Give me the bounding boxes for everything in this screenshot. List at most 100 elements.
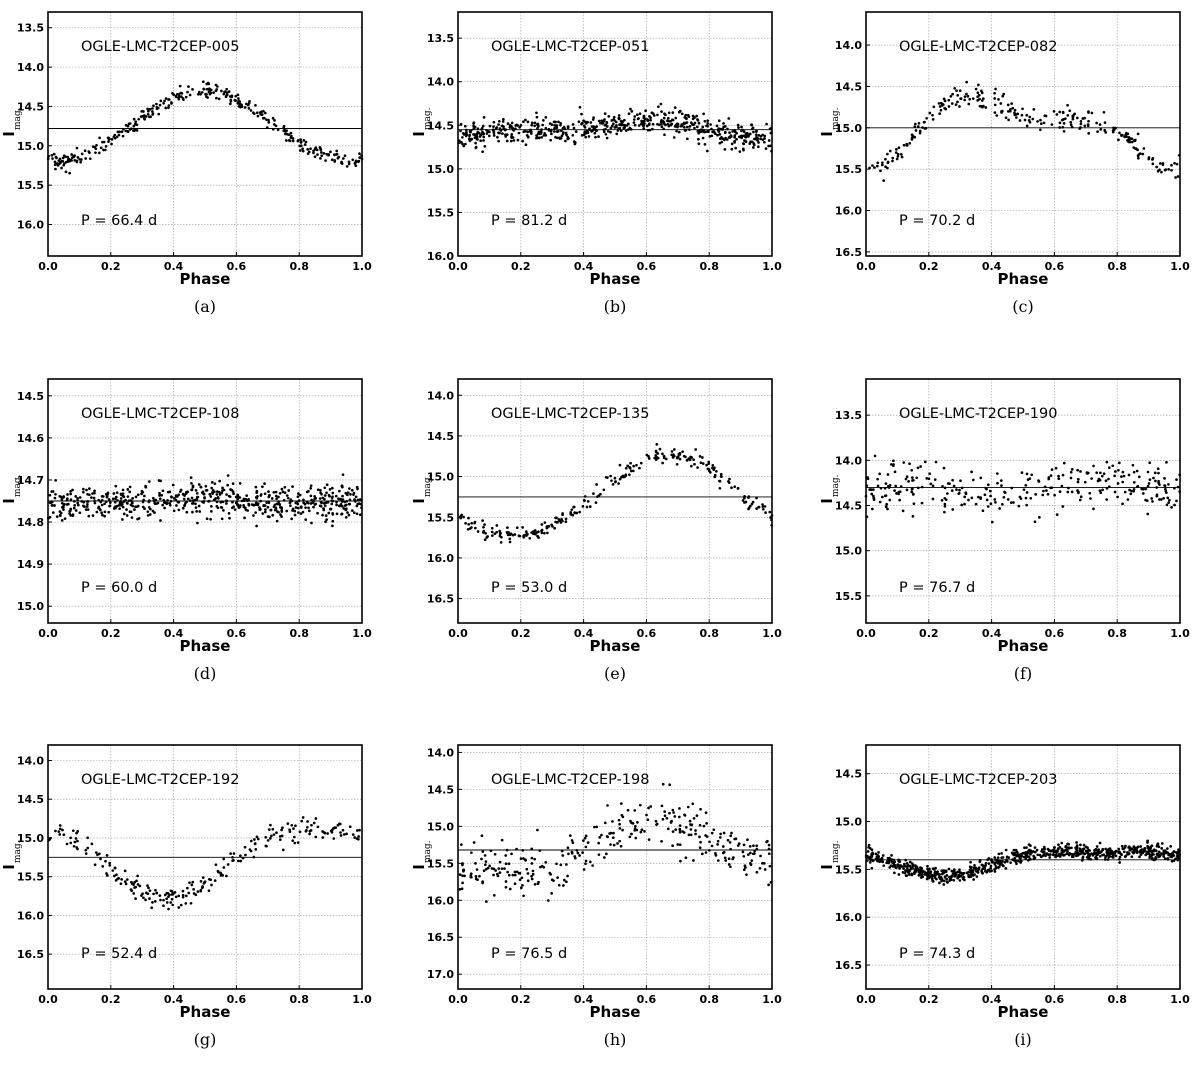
data-point: [698, 846, 702, 850]
data-point: [544, 116, 548, 119]
data-point: [615, 124, 618, 127]
data-point: [225, 502, 228, 505]
data-point: [702, 112, 705, 116]
data-point: [517, 131, 521, 135]
data-point: [206, 96, 209, 99]
data-point: [743, 864, 747, 868]
data-point: [271, 827, 275, 831]
data-point: [910, 468, 914, 472]
data-point: [309, 147, 312, 151]
data-point: [331, 512, 334, 515]
data-point: [497, 119, 501, 123]
data-point: [1012, 859, 1016, 862]
data-point: [1040, 849, 1044, 853]
data-point: [1145, 852, 1149, 856]
data-point: [241, 856, 245, 860]
data-point: [498, 529, 502, 533]
data-point: [697, 121, 701, 125]
data-point: [931, 867, 935, 870]
data-point: [698, 128, 702, 132]
data-point: [603, 821, 607, 825]
data-point: [1076, 854, 1080, 857]
data-point: [945, 492, 949, 495]
data-point: [643, 117, 647, 121]
data-point: [649, 118, 652, 122]
data-point: [229, 488, 232, 491]
data-point: [280, 487, 284, 491]
data-point: [697, 142, 701, 146]
data-point: [244, 508, 248, 512]
data-point: [910, 133, 914, 137]
panel-caption: (i): [1014, 1030, 1032, 1049]
data-point: [142, 115, 145, 119]
data-point: [225, 493, 228, 496]
data-point: [119, 504, 123, 507]
data-point: [1046, 847, 1050, 851]
data-point: [1082, 847, 1086, 851]
data-point: [990, 860, 994, 863]
data-point: [595, 129, 599, 132]
data-point: [969, 871, 973, 875]
data-point: [203, 496, 206, 499]
data-point: [1071, 853, 1075, 857]
data-point: [134, 120, 138, 124]
data-point: [192, 892, 196, 895]
data-point: [1132, 481, 1136, 484]
data-point: [476, 131, 479, 135]
data-point: [563, 139, 567, 143]
data-point: [167, 106, 170, 110]
data-point: [879, 169, 882, 173]
data-point: [764, 511, 767, 514]
data-point: [518, 125, 521, 129]
data-point: [187, 85, 190, 88]
data-point: [498, 860, 502, 864]
data-point: [336, 156, 340, 160]
data-point: [495, 524, 499, 527]
data-point: [1044, 854, 1047, 858]
data-point: [358, 156, 362, 159]
data-point: [508, 537, 512, 541]
data-points: [864, 454, 1182, 524]
data-point: [340, 484, 344, 488]
data-point: [305, 825, 309, 829]
data-point: [910, 137, 914, 140]
data-point: [883, 486, 887, 490]
data-point: [589, 121, 593, 124]
data-point: [255, 111, 259, 115]
y-axis-title-subscript: mag.: [831, 840, 841, 863]
data-point: [1116, 495, 1119, 499]
data-point: [1160, 170, 1163, 174]
data-point: [1002, 92, 1006, 96]
data-point: [628, 466, 631, 469]
data-point: [882, 179, 886, 182]
data-point: [97, 505, 101, 509]
data-point: [263, 492, 267, 496]
data-point: [640, 828, 644, 832]
data-point: [975, 870, 978, 873]
x-tick-label: 0.6: [637, 627, 657, 640]
data-point: [331, 524, 334, 528]
data-point: [963, 98, 966, 102]
data-point: [617, 114, 621, 117]
data-point: [1050, 123, 1054, 126]
data-point: [1165, 503, 1169, 507]
data-point: [1104, 479, 1108, 483]
data-point: [889, 463, 893, 466]
data-point: [951, 92, 954, 96]
data-point: [575, 848, 579, 852]
data-point: [252, 503, 256, 507]
data-point: [986, 483, 990, 487]
data-point: [718, 133, 722, 136]
data-point: [1045, 489, 1048, 492]
data-point: [943, 510, 946, 514]
data-point: [521, 884, 524, 887]
data-point: [976, 99, 980, 102]
data-point: [341, 494, 344, 498]
data-point: [290, 499, 294, 503]
data-point: [720, 475, 723, 479]
data-point: [1141, 487, 1145, 491]
data-point: [981, 864, 985, 867]
data-point: [981, 509, 985, 513]
data-point: [163, 99, 166, 103]
